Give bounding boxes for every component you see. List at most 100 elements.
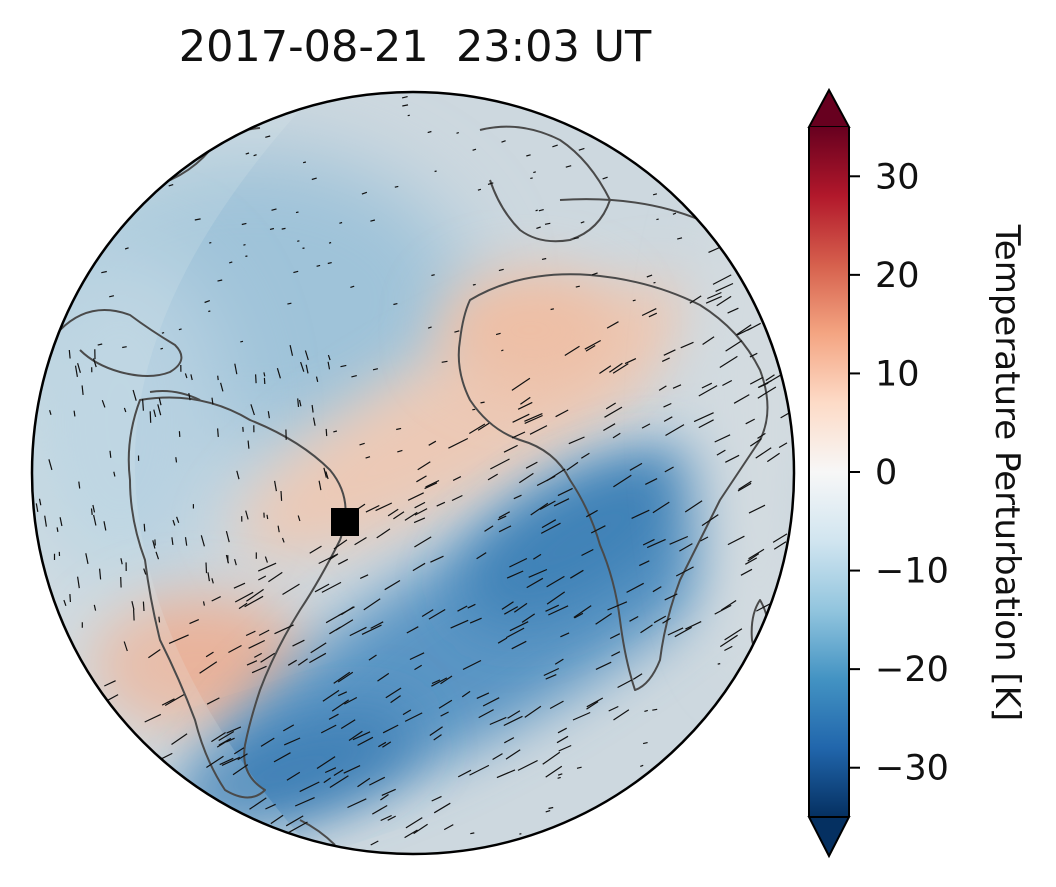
wind-tick (496, 769, 516, 779)
wind-tick (340, 364, 347, 368)
wind-tick (274, 480, 277, 492)
wind-tick (282, 583, 300, 596)
wind-tick (778, 442, 788, 449)
wind-tick (277, 525, 280, 533)
wind-tick (97, 343, 103, 346)
wind-tick (390, 695, 401, 704)
wind-tick (480, 401, 485, 404)
wind-tick (245, 630, 256, 637)
wind-tick (287, 659, 298, 666)
wind-tick (450, 619, 469, 629)
wind-tick (505, 749, 521, 760)
colorbar-tick-label: −10 (875, 552, 949, 592)
wind-tick (745, 418, 755, 425)
wind-tick (724, 645, 733, 652)
wind-tick (370, 219, 376, 222)
wind-tick (509, 557, 528, 568)
wind-tick (324, 767, 337, 774)
wind-tick (414, 501, 426, 509)
wind-tick (344, 696, 358, 705)
wind-tick (217, 375, 219, 381)
wind-tick (225, 530, 230, 543)
wind-tick (665, 424, 685, 437)
wind-tick (425, 479, 440, 488)
wind-tick (714, 434, 731, 443)
wind-tick (497, 515, 507, 521)
wind-tick (469, 617, 482, 624)
wind-tick (328, 713, 339, 720)
wind-tick (451, 494, 463, 502)
wind-tick (280, 490, 283, 501)
wind-tick (314, 583, 330, 593)
wind-tick (641, 423, 651, 429)
wind-tick (297, 515, 301, 522)
wind-tick (679, 543, 693, 552)
wind-tick (243, 244, 246, 246)
wind-tick (472, 148, 477, 151)
colorbar-tick-label: −30 (875, 749, 949, 789)
wind-tick (586, 697, 604, 708)
wind-tick (700, 536, 709, 542)
wind-tick (553, 498, 570, 507)
wind-tick (123, 407, 127, 413)
wind-tick (581, 548, 594, 557)
wind-tick (566, 461, 579, 471)
wind-tick (626, 582, 644, 593)
wind-tick (69, 594, 71, 603)
colorbar-ticks: 30 20 10 0 −10 −20 −30 (849, 157, 949, 789)
map-title: 2017-08-21 23:03 UT (178, 22, 652, 72)
wind-tick (387, 508, 399, 517)
wind-tick (120, 558, 123, 565)
wind-tick (352, 731, 371, 741)
wind-tick (229, 261, 233, 264)
wind-tick (289, 344, 294, 356)
wind-tick (528, 568, 548, 578)
wind-tick (365, 456, 371, 459)
wind-tick (288, 821, 308, 834)
wind-tick (612, 363, 629, 374)
wind-tick (738, 480, 752, 491)
wind-tick (323, 467, 327, 478)
wind-tick (477, 188, 482, 191)
wind-tick (283, 724, 295, 732)
wind-tick (260, 737, 275, 747)
wind-tick (604, 406, 623, 418)
wind-tick (518, 472, 534, 484)
wind-tick (59, 517, 63, 527)
wind-tick (689, 295, 702, 304)
wind-tick (393, 303, 398, 306)
wind-tick (375, 502, 393, 512)
wind-tick (175, 457, 178, 463)
wind-tick (632, 673, 643, 680)
wind-tick (246, 588, 264, 602)
wind-tick (506, 570, 524, 579)
wind-tick (143, 568, 147, 575)
wind-tick (663, 416, 673, 422)
wind-tick (545, 604, 560, 612)
wind-tick (316, 756, 336, 770)
wind-tick (217, 279, 223, 282)
wind-tick (318, 480, 322, 491)
wind-tick (509, 621, 529, 632)
coast-south-america (127, 396, 347, 799)
wind-tick (530, 502, 549, 516)
wind-tick (585, 344, 596, 352)
wind-tick (575, 285, 580, 288)
wind-tick (221, 756, 241, 766)
wind-tick (533, 171, 536, 174)
wind-tick (246, 660, 258, 666)
wind-tick (578, 147, 585, 151)
wind-tick (727, 535, 745, 546)
wind-tick (251, 665, 267, 674)
wind-tick (680, 341, 694, 349)
wind-tick (675, 566, 694, 577)
wind-tick (545, 765, 563, 778)
wind-tick (667, 627, 684, 636)
wind-tick (49, 410, 52, 415)
wind-tick (349, 626, 367, 637)
wind-tick (311, 404, 314, 413)
wind-tick (93, 604, 97, 611)
wind-tick (617, 679, 633, 689)
wind-tick (414, 536, 432, 548)
wind-tick (172, 519, 176, 526)
